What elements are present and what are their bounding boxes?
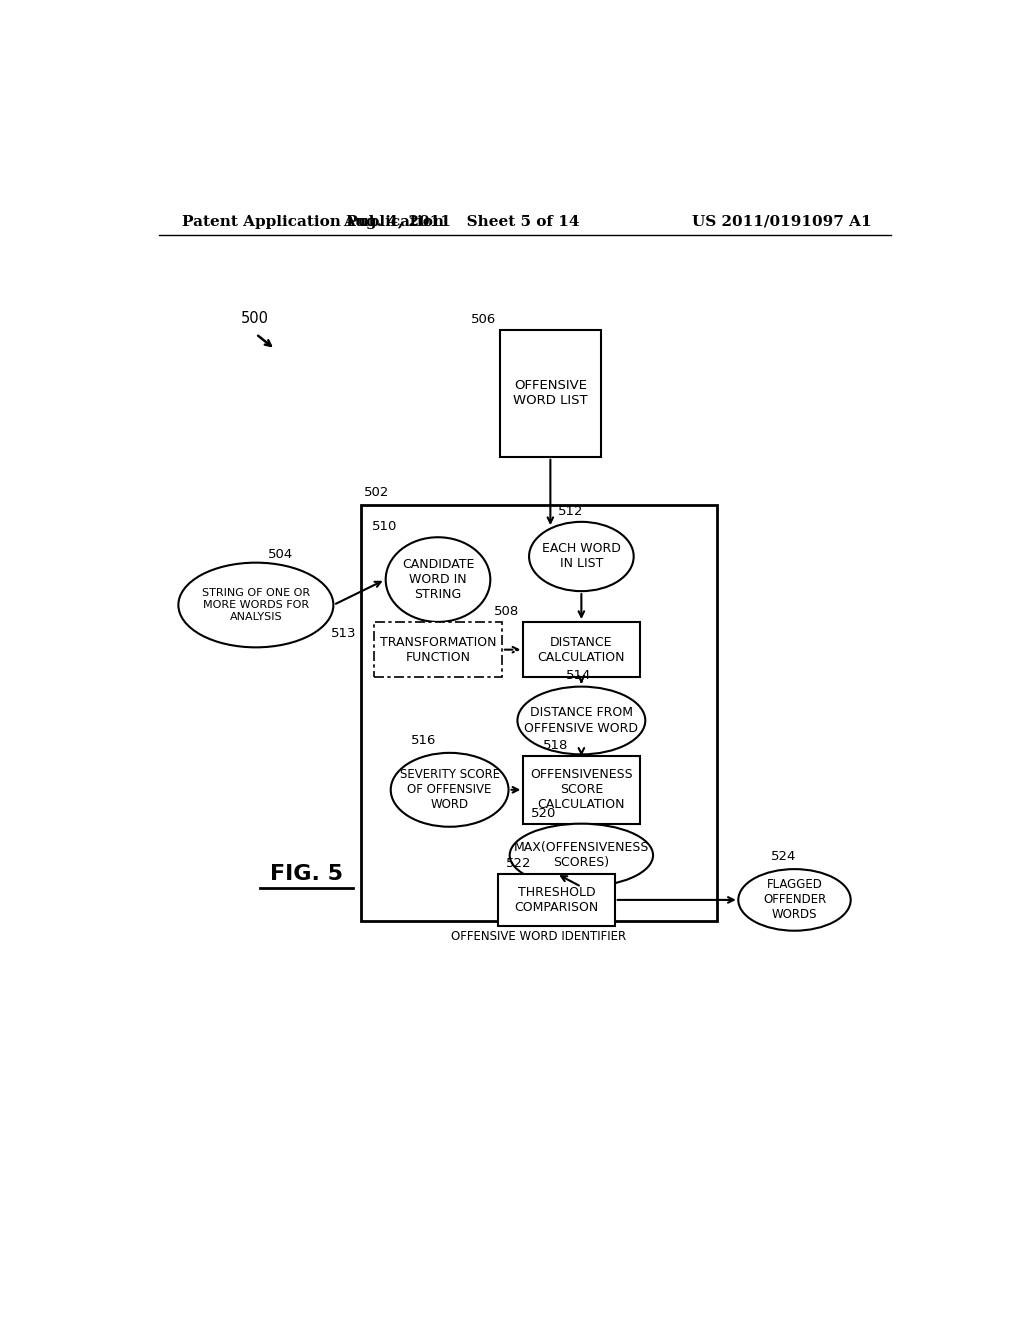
Text: 504: 504 <box>267 548 293 561</box>
Text: 522: 522 <box>506 857 531 870</box>
Text: 502: 502 <box>364 486 389 499</box>
Text: MAX(OFFENSIVENESS
SCORES): MAX(OFFENSIVENESS SCORES) <box>514 841 649 870</box>
Text: 512: 512 <box>558 506 584 517</box>
Ellipse shape <box>510 824 653 887</box>
Ellipse shape <box>178 562 334 647</box>
Ellipse shape <box>529 521 634 591</box>
Text: 513: 513 <box>332 627 357 640</box>
Text: US 2011/0191097 A1: US 2011/0191097 A1 <box>692 215 872 228</box>
Text: FIG. 5: FIG. 5 <box>269 865 343 884</box>
Bar <box>360 506 717 921</box>
Text: 508: 508 <box>495 605 519 618</box>
Text: 518: 518 <box>543 739 568 752</box>
Text: 524: 524 <box>771 850 797 863</box>
Text: CANDIDATE
WORD IN
STRING: CANDIDATE WORD IN STRING <box>401 558 474 601</box>
Bar <box>500 330 601 457</box>
Bar <box>523 756 640 824</box>
Text: 500: 500 <box>241 312 268 326</box>
Text: DISTANCE
CALCULATION: DISTANCE CALCULATION <box>538 636 625 664</box>
Ellipse shape <box>391 752 509 826</box>
Text: Patent Application Publication: Patent Application Publication <box>182 215 444 228</box>
Text: DISTANCE FROM
OFFENSIVE WORD: DISTANCE FROM OFFENSIVE WORD <box>524 706 638 734</box>
Bar <box>523 622 640 677</box>
Ellipse shape <box>386 537 490 622</box>
Text: EACH WORD
IN LIST: EACH WORD IN LIST <box>542 543 621 570</box>
Text: OFFENSIVENESS
SCORE
CALCULATION: OFFENSIVENESS SCORE CALCULATION <box>530 768 633 812</box>
Bar <box>499 874 614 927</box>
Text: 510: 510 <box>372 520 397 533</box>
Ellipse shape <box>517 686 645 755</box>
Text: FLAGGED
OFFENDER
WORDS: FLAGGED OFFENDER WORDS <box>763 878 826 921</box>
Text: SEVERITY SCORE
OF OFFENSIVE
WORD: SEVERITY SCORE OF OFFENSIVE WORD <box>399 768 500 812</box>
Text: Aug. 4, 2011   Sheet 5 of 14: Aug. 4, 2011 Sheet 5 of 14 <box>343 215 580 228</box>
Text: 506: 506 <box>471 313 496 326</box>
Text: TRANSFORMATION
FUNCTION: TRANSFORMATION FUNCTION <box>380 636 497 664</box>
Ellipse shape <box>738 869 851 931</box>
Text: THRESHOLD
COMPARISON: THRESHOLD COMPARISON <box>514 886 599 913</box>
Text: 514: 514 <box>566 669 591 682</box>
Text: 520: 520 <box>531 807 556 820</box>
Text: STRING OF ONE OR
MORE WORDS FOR
ANALYSIS: STRING OF ONE OR MORE WORDS FOR ANALYSIS <box>202 589 310 622</box>
Text: 516: 516 <box>411 734 436 747</box>
Text: OFFENSIVE
WORD LIST: OFFENSIVE WORD LIST <box>513 379 588 408</box>
Bar <box>374 622 502 677</box>
Text: OFFENSIVE WORD IDENTIFIER: OFFENSIVE WORD IDENTIFIER <box>452 929 627 942</box>
